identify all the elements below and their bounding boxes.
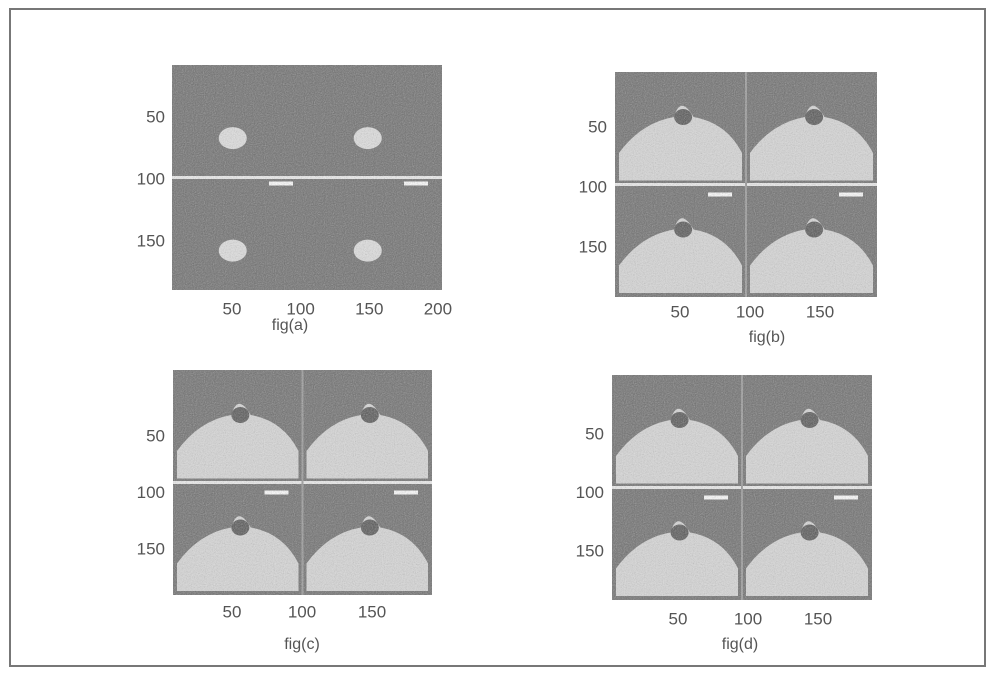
figure: 50 100 150 50 100 150 200 fig(a) 50 100 150 50 100 15… xyxy=(0,0,993,674)
figure-caption: fig(d) xyxy=(722,636,758,653)
y-tick-label: 50 xyxy=(146,107,165,126)
y-tick-label: 150 xyxy=(137,539,165,558)
figure-caption: fig(c) xyxy=(284,636,320,653)
image-grain xyxy=(612,375,872,600)
x-tick-label: 50 xyxy=(671,302,690,321)
x-tick-label: 200 xyxy=(424,299,452,318)
x-tick-label: 150 xyxy=(806,302,834,321)
y-tick-label: 100 xyxy=(576,483,604,502)
x-tick-label: 100 xyxy=(734,609,762,628)
y-tick-label: 50 xyxy=(146,426,165,445)
x-tick-label: 100 xyxy=(286,299,314,318)
image-grain xyxy=(173,370,432,595)
image-panel xyxy=(612,375,872,600)
figure-caption: fig(b) xyxy=(749,329,785,346)
y-tick-label: 150 xyxy=(579,237,607,256)
figure-caption: fig(a) xyxy=(272,317,308,334)
y-tick-label: 100 xyxy=(137,483,165,502)
scale-bar xyxy=(269,294,293,298)
image-panel xyxy=(173,370,432,595)
y-tick-label: 100 xyxy=(137,169,165,188)
y-tick-label: 50 xyxy=(585,424,604,443)
x-tick-label: 100 xyxy=(288,602,316,621)
x-tick-label: 50 xyxy=(669,609,688,628)
image-grain xyxy=(172,65,442,290)
x-tick-label: 150 xyxy=(358,602,386,621)
image-grain xyxy=(615,72,877,297)
x-tick-label: 50 xyxy=(223,602,242,621)
x-tick-label: 50 xyxy=(222,299,241,318)
scale-bar xyxy=(404,294,428,298)
x-tick-label: 150 xyxy=(804,609,832,628)
y-tick-label: 50 xyxy=(588,117,607,136)
x-tick-label: 100 xyxy=(736,302,764,321)
image-panel xyxy=(615,72,877,297)
image-panel xyxy=(172,65,442,298)
y-tick-label: 150 xyxy=(137,231,165,250)
page: 50 100 150 50 100 150 200 fig(a) 50 100 150 50 100 15… xyxy=(0,0,993,674)
x-tick-label: 150 xyxy=(355,299,383,318)
y-tick-label: 150 xyxy=(576,541,604,560)
y-tick-label: 100 xyxy=(579,177,607,196)
